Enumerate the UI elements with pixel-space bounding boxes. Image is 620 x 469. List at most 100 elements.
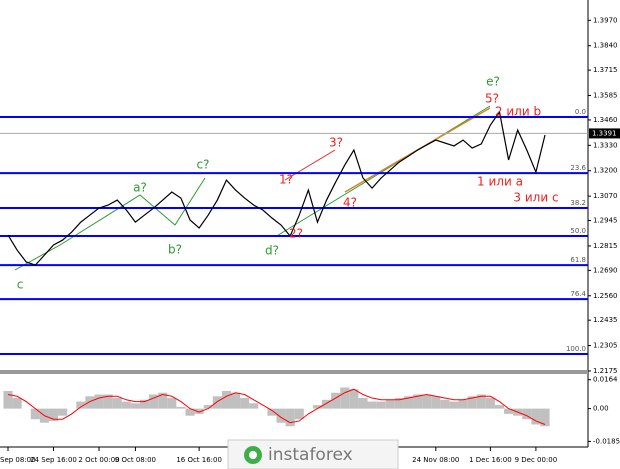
wave-label: 5? (485, 92, 499, 106)
histogram-bar (540, 408, 550, 427)
histogram-bar (522, 408, 532, 420)
histogram-bar (494, 405, 505, 409)
wave-label: e? (486, 75, 500, 89)
histogram-bar (394, 398, 404, 409)
histogram-bar (221, 390, 231, 409)
histogram-bar (240, 398, 250, 409)
y-tick-label: 1.3585 (593, 92, 618, 100)
histogram-bar (322, 399, 332, 409)
histogram-bar (130, 403, 140, 409)
histogram-bar (158, 392, 168, 409)
osc-tick-label: 0.0164 (593, 376, 618, 384)
histogram-bar (449, 401, 459, 409)
x-tick-label: 1 Dec 16:00 (469, 456, 512, 464)
histogram-bar (48, 408, 59, 421)
signal-line (7, 388, 546, 425)
osc-tick-label: 0.00 (593, 405, 609, 413)
histogram-bar (185, 408, 195, 416)
fib-label: 76.4 (570, 290, 586, 298)
histogram-bar (212, 396, 222, 409)
histogram-bar (431, 396, 441, 409)
histogram-bar (203, 405, 213, 409)
wave-label: 3 или c (513, 191, 558, 205)
y-tick-label: 1.2945 (593, 217, 618, 225)
y-tick-label: 1.2175 (593, 367, 618, 375)
histogram-bar (12, 398, 22, 409)
histogram-bar (485, 398, 495, 409)
panel-separator (0, 370, 588, 374)
y-tick-label: 1.3970 (593, 16, 618, 24)
histogram-bar (58, 408, 68, 416)
y-tick-label: 1.2560 (593, 292, 618, 300)
watermark-text: instaforex (268, 445, 353, 465)
histogram-bar (458, 399, 468, 409)
histogram-bar (176, 406, 186, 409)
histogram-bar (285, 408, 295, 427)
fib-label: 100.0 (566, 345, 586, 353)
x-tick-label: 9 Dec 00:00 (515, 456, 558, 464)
last-price-label: 1.3391 (592, 129, 617, 137)
histogram-bar (367, 401, 377, 409)
y-tick-label: 1.2815 (593, 242, 618, 250)
histogram-bar (85, 396, 95, 409)
plot: 1.3970 1.3840 1.3715 1.3585 1.3460 1.3330 1.32… (0, 16, 620, 464)
price-line (7, 110, 546, 266)
histogram-bar (340, 387, 350, 409)
y-tick-label: 1.3330 (593, 141, 618, 149)
fib-label: 0.0 (575, 108, 586, 116)
histogram-bar (376, 401, 386, 409)
histogram-bar (413, 394, 423, 409)
wave-label: d? (265, 244, 279, 258)
y-tick-label: 1.3200 (593, 167, 618, 175)
histogram-bar (504, 408, 514, 414)
histogram-bar (149, 394, 159, 409)
wave-label: a? (133, 181, 147, 195)
histogram-bar (167, 398, 177, 409)
wave-label: 4? (343, 196, 357, 210)
histogram-bar (440, 399, 450, 409)
x-tick-label: 24 Sep 16:00 (30, 456, 77, 464)
y-tick-label: 1.3715 (593, 66, 618, 74)
last-price-box (589, 128, 620, 139)
histogram-bar (194, 408, 204, 414)
wave-label: c? (197, 158, 210, 172)
histogram-bar (331, 392, 341, 409)
osc-tick-label: -0.01859 (593, 437, 620, 445)
histogram-bar (312, 405, 323, 409)
x-tick-label: 2 Oct 00:00 (78, 456, 119, 464)
wave-label: c (17, 278, 24, 292)
histogram-bar (267, 408, 277, 416)
histogram-bar (467, 396, 477, 409)
wave-label: 1? (279, 173, 293, 187)
y-tick-label: 1.3070 (593, 192, 618, 200)
watermark-logo-inner (249, 451, 257, 459)
histogram-bar (403, 396, 414, 409)
histogram-bar (3, 390, 13, 409)
histogram-bar (230, 392, 241, 409)
wave-line (284, 149, 336, 181)
histogram-bar (422, 394, 432, 409)
histogram-bar (294, 408, 304, 420)
trend-line (274, 105, 491, 238)
histogram-bar (358, 398, 368, 409)
fib-label: 38.2 (570, 199, 586, 207)
histogram-bar (349, 389, 359, 409)
histogram-bar (476, 394, 486, 409)
histogram-bar (139, 399, 150, 409)
wave-label: 2 или b (495, 105, 541, 119)
wave-label: 2? (289, 227, 303, 241)
y-tick-label: 1.2435 (593, 316, 618, 324)
x-tick-label: Sep 08:00 (0, 456, 36, 464)
x-tick-label: 9 Oct 08:00 (115, 456, 156, 464)
fib-label: 23.6 (570, 164, 586, 172)
wave-label: 1 или a (477, 175, 523, 189)
x-tick-label: 16 Oct 16:00 (176, 456, 222, 464)
fib-label: 50.0 (570, 227, 586, 235)
histogram-bar (121, 401, 131, 409)
histogram-bar (531, 408, 541, 425)
y-tick-label: 1.3460 (593, 116, 618, 124)
histogram-bar (103, 394, 113, 409)
y-tick-label: 1.3840 (593, 42, 618, 50)
